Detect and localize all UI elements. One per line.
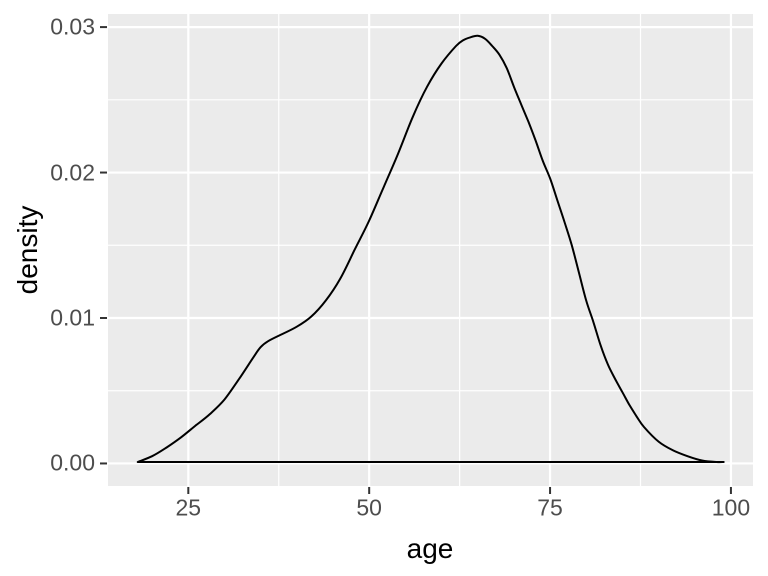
x-tick-label: 100 bbox=[711, 494, 751, 521]
x-axis-title: age bbox=[406, 533, 454, 564]
x-tick-label: 75 bbox=[537, 494, 563, 521]
y-tick-label: 0.00 bbox=[50, 449, 95, 476]
y-tick-label: 0.02 bbox=[50, 159, 95, 186]
y-tick-label: 0.01 bbox=[50, 304, 95, 331]
density-curve bbox=[136, 34, 725, 464]
y-tick-label: 0.03 bbox=[50, 13, 95, 40]
x-tick-label: 50 bbox=[356, 494, 382, 521]
x-tick-label: 25 bbox=[175, 494, 202, 521]
y-axis-title: density bbox=[12, 205, 43, 295]
plot-panel bbox=[108, 14, 753, 486]
